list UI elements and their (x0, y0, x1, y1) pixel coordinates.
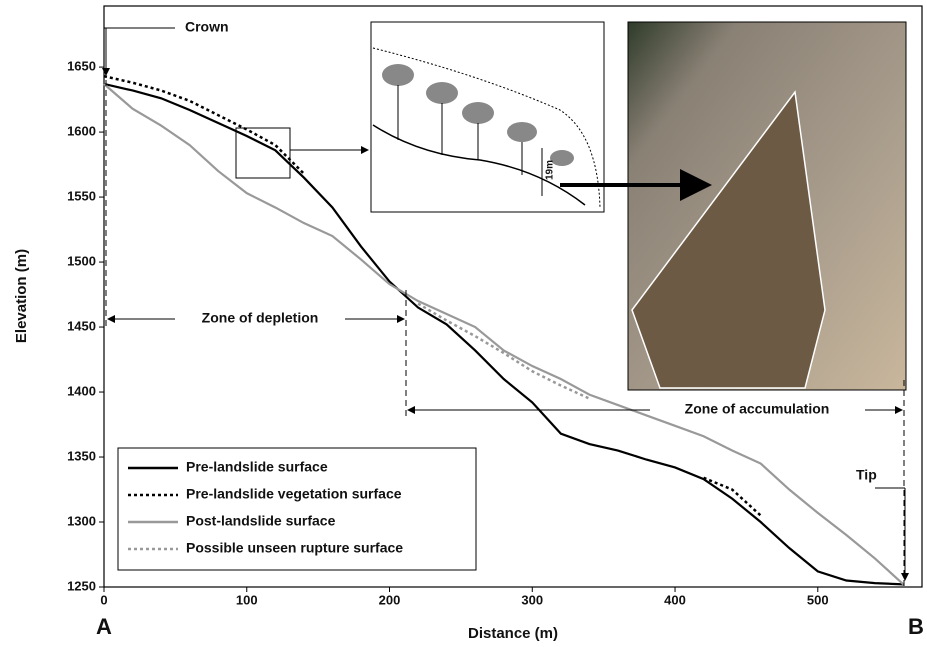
annotation: Tip (856, 467, 877, 483)
x-tick-label: 400 (664, 592, 686, 607)
y-tick-label: 1400 (67, 383, 96, 398)
x-tick-label: 0 (100, 592, 107, 607)
y-tick-label: 1650 (67, 59, 96, 74)
legend-label: Pre-landslide vegetation surface (186, 486, 402, 502)
x-tick-label: 500 (807, 592, 829, 607)
y-tick-label: 1450 (67, 318, 96, 333)
annotation: Zone of accumulation (685, 401, 830, 417)
y-tick-label: 1600 (67, 124, 96, 139)
legend-label: Pre-landslide surface (186, 459, 328, 475)
y-tick-label: 1250 (67, 578, 96, 593)
y-tick-label: 1500 (67, 253, 96, 268)
annotation: Crown (185, 19, 229, 35)
legend-label: Possible unseen rupture surface (186, 540, 403, 556)
y-tick-label: 1300 (67, 513, 96, 528)
y-tick-label: 1350 (67, 448, 96, 463)
x-axis-label: Distance (m) (468, 625, 558, 642)
inset-label: 19m (545, 160, 556, 180)
annotation: B (908, 614, 924, 639)
legend: Pre-landslide surface Pre-landslide veget… (118, 448, 476, 570)
annotation: A (96, 614, 112, 639)
legend-label: Post-landslide surface (186, 513, 336, 529)
x-tick-label: 300 (521, 592, 543, 607)
chart: 0 100 200 300 400 500 1250 1300 1350 1400 1450 1500… (0, 0, 927, 647)
annotation: Zone of depletion (202, 310, 319, 326)
y-axis-label: Elevation (m) (13, 249, 30, 343)
x-tick-label: 100 (236, 592, 258, 607)
y-tick-label: 1550 (67, 189, 96, 204)
x-tick-label: 200 (379, 592, 401, 607)
